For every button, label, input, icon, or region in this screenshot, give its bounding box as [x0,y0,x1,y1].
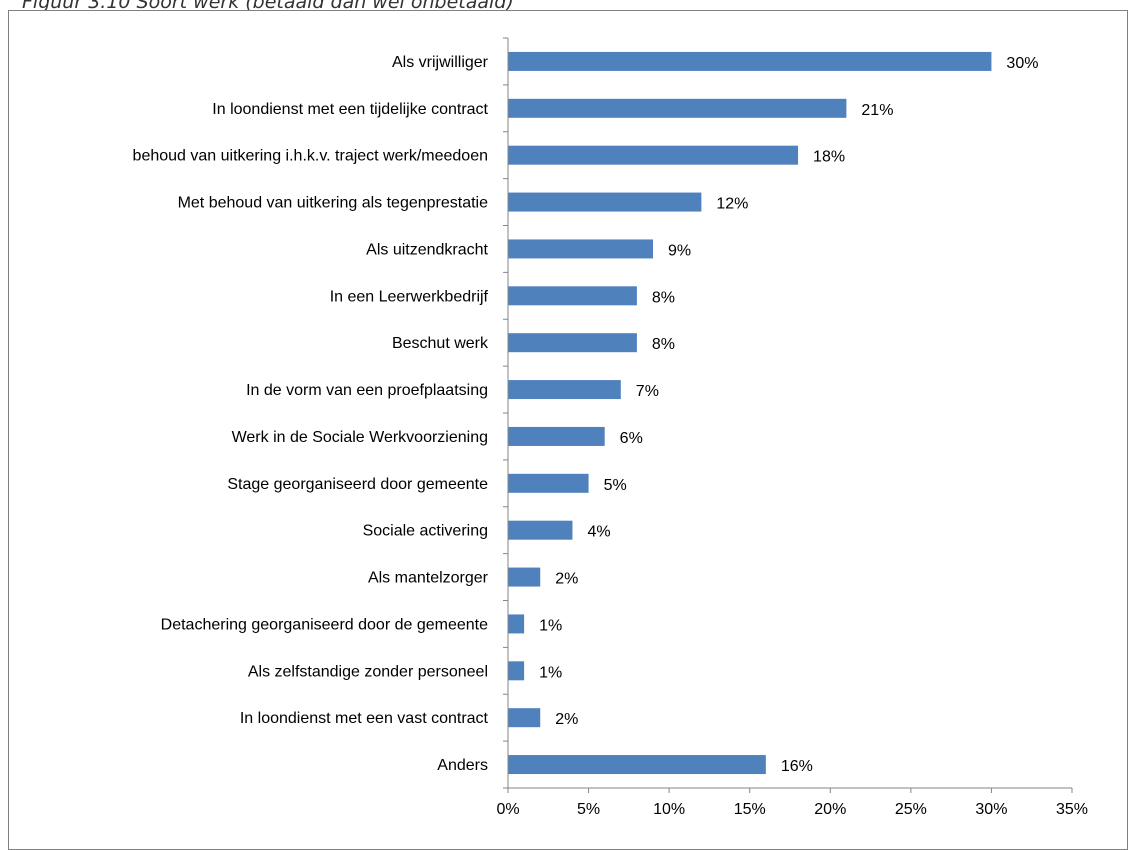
figure-caption: Figuur 3.10 Soort werk (betaald dan wel … [22,0,514,13]
category-label: Als zelfstandige zonder personeel [248,663,488,680]
bar [508,286,637,306]
category-label: Detachering georganiseerd door de gemeen… [161,616,488,633]
data-label: 2% [555,711,578,728]
x-tick-label: 0% [496,801,519,818]
data-label: 1% [539,617,562,634]
bar [508,520,573,540]
data-label: 30% [1006,55,1038,72]
bar [508,755,766,775]
category-label: Anders [437,757,488,774]
data-label: 21% [861,102,893,119]
x-tick-label: 35% [1056,801,1088,818]
x-tick-label: 20% [814,801,846,818]
category-label: Met behoud van uitkering als tegenpresta… [178,195,489,212]
data-label: 6% [620,430,643,447]
data-label: 8% [652,336,675,353]
bar [508,473,589,493]
data-label: 2% [555,571,578,588]
category-label: Werk in de Sociale Werkvoorziening [232,429,488,446]
bar [508,614,525,634]
data-label: 5% [604,477,627,494]
data-label: 9% [668,242,691,259]
category-label: Sociale activering [363,523,488,540]
x-tick-label: 10% [653,801,685,818]
bar [508,426,605,446]
bar [508,239,654,259]
x-tick-label: 15% [734,801,766,818]
x-tick-label: 25% [895,801,927,818]
category-label: behoud van uitkering i.h.k.v. traject we… [133,148,488,165]
bar [508,661,525,681]
data-label: 7% [636,383,659,400]
x-tick-label: 5% [577,801,600,818]
bar [508,333,637,353]
data-label: 8% [652,289,675,306]
category-label: In loondienst met een vast contract [240,710,489,727]
category-label: In loondienst met een tijdelijke contrac… [212,101,488,118]
bar [508,192,702,212]
data-label: 12% [716,196,748,213]
category-label: Als uitzendkracht [366,241,488,258]
x-tick-label: 30% [975,801,1007,818]
category-label: Als mantelzorger [368,570,489,587]
bar [508,380,621,400]
bar [508,567,541,587]
category-label: In de vorm van een proefplaatsing [246,382,488,399]
category-label: Stage georganiseerd door gemeente [227,476,488,493]
bar [508,98,847,118]
data-label: 16% [781,758,813,775]
data-label: 18% [813,149,845,166]
category-label: In een Leerwerkbedrijf [330,288,489,305]
data-label: 1% [539,664,562,681]
data-label: 4% [587,524,610,541]
bar [508,145,799,165]
bar [508,708,541,728]
category-label: Beschut werk [392,335,489,352]
bar [508,51,992,71]
category-label: Als vrijwilliger [392,54,489,71]
